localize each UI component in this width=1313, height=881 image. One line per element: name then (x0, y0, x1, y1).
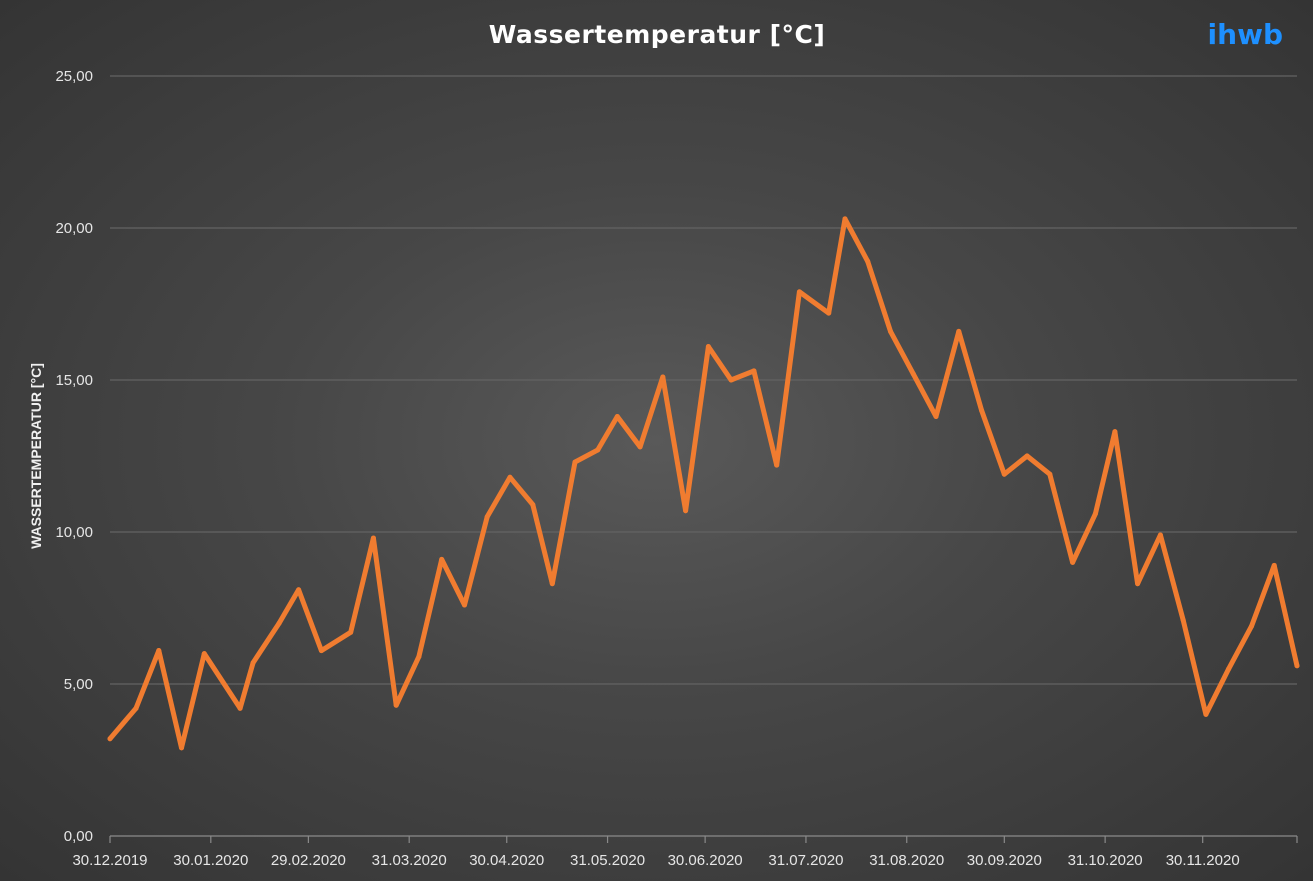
data-point (1024, 453, 1030, 459)
data-point (826, 310, 832, 316)
data-point (1203, 711, 1209, 717)
data-point (133, 705, 139, 711)
data-point (796, 289, 802, 295)
data-point (179, 745, 185, 751)
data-point (683, 508, 689, 514)
chart-title: Wassertemperatur [°C] (489, 20, 826, 49)
data-point (1248, 623, 1254, 629)
data-point (1135, 581, 1141, 587)
data-point (637, 444, 643, 450)
data-point (1070, 559, 1076, 565)
data-point (439, 556, 445, 562)
data-point (530, 502, 536, 508)
data-point (318, 648, 324, 654)
data-point (461, 602, 467, 608)
series-line (107, 216, 1300, 751)
data-point (416, 654, 422, 660)
y-axis-label: WASSERTEMPERATUR [°C] (28, 363, 44, 549)
data-point (956, 328, 962, 334)
x-tick-label: 30.04.2020 (469, 852, 544, 869)
data-point (348, 629, 354, 635)
data-point (728, 377, 734, 383)
data-point (614, 413, 620, 419)
data-point (595, 447, 601, 453)
data-point (842, 216, 848, 222)
x-tick-label: 30.01.2020 (173, 852, 248, 869)
y-tick-label: 25,00 (55, 68, 93, 85)
y-tick-label: 0,00 (64, 828, 93, 845)
data-point (705, 344, 711, 350)
data-point (250, 660, 256, 666)
data-point (774, 462, 780, 468)
data-point (156, 648, 162, 654)
data-point (507, 474, 513, 480)
y-axis-ticks: 0,00 5,00 10,00 15,00 20,00 25,00 (55, 68, 93, 845)
data-point (887, 328, 893, 334)
x-tick-label: 30.11.2020 (1166, 852, 1240, 869)
y-tick-label: 15,00 (55, 372, 93, 389)
x-tick-label: 30.12.2019 (72, 852, 147, 869)
x-tick-label: 31.03.2020 (372, 852, 447, 869)
data-point (1047, 471, 1053, 477)
data-point (1112, 429, 1118, 435)
x-tick-label: 31.08.2020 (869, 852, 944, 869)
data-point (201, 651, 207, 657)
x-tick-label: 30.06.2020 (668, 852, 743, 869)
data-point (1180, 617, 1186, 623)
y-tick-label: 10,00 (55, 524, 93, 541)
data-point (276, 620, 282, 626)
data-point (979, 407, 985, 413)
series-layer (107, 216, 1300, 751)
data-point (237, 705, 243, 711)
data-point (751, 368, 757, 374)
data-point (296, 587, 302, 593)
data-point (370, 535, 376, 541)
data-point (865, 258, 871, 264)
data-point (572, 459, 578, 465)
data-point (910, 371, 916, 377)
y-tick-label: 20,00 (55, 220, 93, 237)
data-point (1226, 666, 1232, 672)
data-point (393, 702, 399, 708)
y-tick-label: 5,00 (64, 676, 93, 693)
data-point (660, 374, 666, 380)
x-tick-label: 30.09.2020 (967, 852, 1042, 869)
data-point (1271, 562, 1277, 568)
x-tick-label: 29.02.2020 (271, 852, 346, 869)
data-point (933, 413, 939, 419)
x-tick-label: 31.07.2020 (768, 852, 843, 869)
data-point (1294, 663, 1300, 669)
x-tick-label: 31.05.2020 (570, 852, 645, 869)
data-point (1157, 532, 1163, 538)
data-point (1092, 511, 1098, 517)
data-point (484, 514, 490, 520)
brand-logo: ihwb (1208, 18, 1283, 51)
x-axis-ticks: 30.12.2019 30.01.2020 29.02.2020 31.03.2020… (72, 836, 1298, 869)
data-point (1001, 471, 1007, 477)
x-tick-label: 31.10.2020 (1068, 852, 1143, 869)
data-point (549, 581, 555, 587)
data-point (107, 736, 113, 742)
